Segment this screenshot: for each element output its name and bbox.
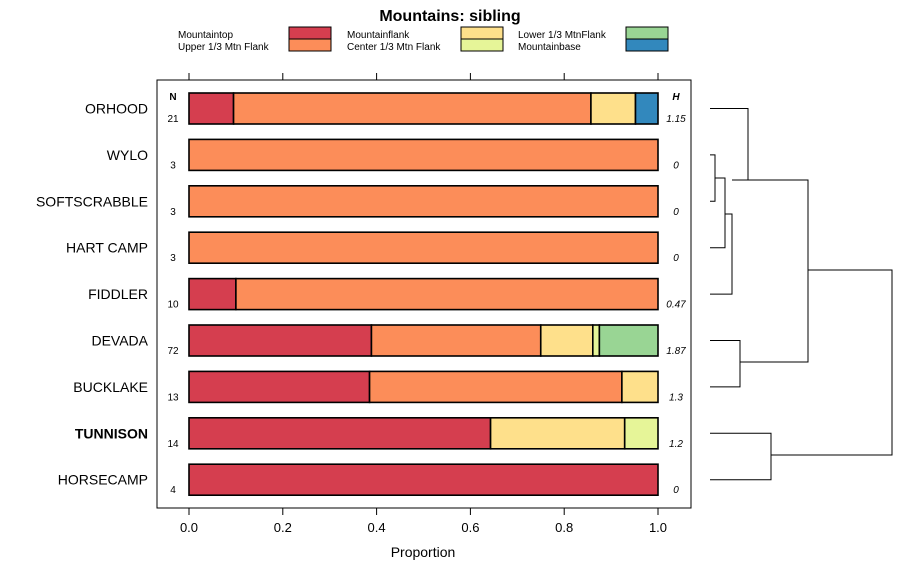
n-value: 4 (170, 485, 176, 496)
n-value: 13 (167, 392, 179, 403)
n-value: 72 (167, 346, 179, 357)
bar-segment (188, 138, 659, 172)
h-value: 1.87 (666, 346, 686, 357)
n-value: 3 (170, 207, 176, 218)
bar-segment (232, 92, 592, 125)
legend-label: Lower 1/3 MtnFlank (518, 30, 607, 41)
x-axis-title: Proportion (391, 544, 456, 560)
bar-segment (188, 92, 235, 125)
bar-segment (188, 463, 659, 497)
x-tick-label: 1.0 (649, 520, 667, 535)
dendrogram-branch (710, 177, 726, 249)
x-tick-label: 0.0 (180, 520, 198, 535)
h-value: 1.15 (666, 114, 686, 125)
legend-label: Mountaintop (178, 30, 233, 41)
bar-segment (590, 92, 637, 125)
category-label: SOFTSCRABBLE (36, 193, 148, 209)
x-axis: 0.0 0.2 0.4 0.6 0.8 1.0 (180, 73, 667, 535)
h-value: 1.3 (669, 392, 683, 403)
bar-segment (368, 370, 623, 404)
h-value: 0.47 (666, 300, 686, 311)
h-value: 0 (673, 485, 679, 496)
legend-swatch (288, 26, 332, 40)
legend-swatch (460, 26, 504, 40)
legend-swatch (625, 38, 669, 52)
x-tick-label: 0.2 (274, 520, 292, 535)
bar-segment (370, 324, 542, 357)
n-value: 3 (170, 253, 176, 264)
dendrogram-branch (710, 108, 749, 181)
h-header: H (672, 92, 680, 103)
h-value: 0 (673, 207, 679, 218)
n-header: N (169, 92, 176, 103)
bar-segment (188, 231, 659, 264)
n-value: 3 (170, 160, 176, 171)
legend-swatch (625, 26, 669, 40)
bar-segment (188, 370, 371, 404)
dendrogram-branch (710, 340, 741, 388)
bar-segment (592, 324, 601, 357)
legend-swatch (288, 38, 332, 52)
category-label: ORHOOD (85, 101, 148, 117)
category-label: HART CAMP (66, 240, 148, 256)
bar-segment (188, 416, 492, 450)
x-tick-label: 0.6 (461, 520, 479, 535)
category-label: WYLO (107, 147, 148, 163)
dendrogram-branch (710, 213, 733, 295)
plot-frame (156, 79, 692, 509)
bar-segment (623, 416, 659, 450)
category-label: HORSECAMP (58, 472, 148, 488)
bars: ORHOOD 21 1.15 WYLO 3 0 SOFTSCRABBLE 3 0 HART CAM… (36, 92, 686, 497)
legend-label: Upper 1/3 Mtn Flank (178, 42, 270, 53)
category-label: TUNNISON (75, 425, 148, 441)
bar-segment (634, 92, 659, 125)
category-label: DEVADA (91, 333, 148, 349)
bar-segment (598, 324, 659, 357)
category-label: FIDDLER (88, 286, 148, 302)
n-value: 10 (167, 300, 179, 311)
h-value: 0 (673, 253, 679, 264)
h-value: 1.2 (669, 439, 683, 450)
x-tick-label: 0.8 (555, 520, 573, 535)
bar-segment (235, 277, 659, 311)
bar-segment (188, 324, 373, 357)
bar-segment (188, 185, 659, 218)
bar-segment (188, 277, 237, 311)
dendrogram-branch (771, 269, 893, 456)
category-label: BUCKLAKE (73, 379, 148, 395)
legend-label: Center 1/3 Mtn Flank (347, 42, 441, 53)
bar-segment (489, 416, 626, 450)
x-tick-label: 0.4 (368, 520, 386, 535)
bar-segment (539, 324, 594, 357)
chart-title: Mountains: sibling (379, 8, 520, 25)
dendrogram-branch (740, 179, 809, 363)
n-value: 21 (167, 114, 179, 125)
dendrogram-branch (710, 154, 716, 202)
dendrogram-branch (710, 432, 772, 481)
h-value: 0 (673, 160, 679, 171)
n-value: 14 (167, 439, 179, 450)
legend-label: Mountainflank (347, 30, 410, 41)
legend-label: Mountainbase (518, 42, 581, 53)
bar-segment (621, 370, 659, 404)
legend-swatch (460, 38, 504, 52)
dendrogram (710, 108, 893, 481)
